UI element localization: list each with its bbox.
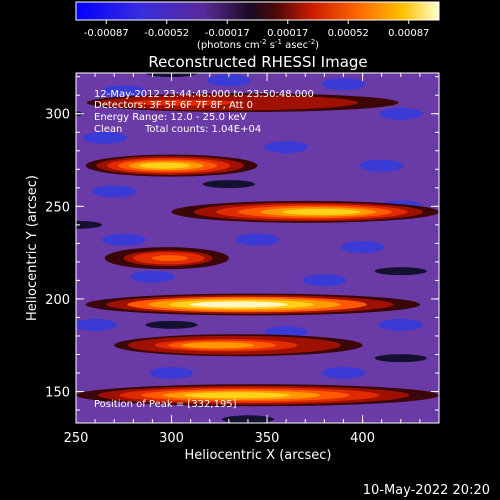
negative-region — [82, 131, 127, 144]
emission-band-level — [184, 392, 291, 399]
info-clean: Clean — [94, 124, 122, 135]
negative-region — [378, 318, 423, 331]
colorbar: -0.00087 -0.00052 -0.00017 0.00017 0.00052 0.… — [75, 1, 440, 51]
info-peak-position: Position of Peak = [332,195] — [94, 399, 237, 410]
colorbar-tick-label: 0.00087 — [388, 28, 429, 39]
y-tick-label: 250 — [45, 200, 70, 215]
colorbar-tick-label: 0.00052 — [328, 28, 369, 39]
emission-band-level — [139, 162, 190, 169]
info-total-counts: Total counts: 1.04E+04 — [144, 124, 261, 135]
x-tick-label: 350 — [255, 431, 280, 446]
heatmap-plot: 250 300 350 400 150 200 250 300 — [45, 72, 440, 446]
colorbar-tick-label: -0.00017 — [205, 28, 250, 39]
x-tick-label: 300 — [159, 431, 184, 446]
negative-region — [235, 233, 280, 246]
negative-region — [92, 185, 137, 198]
colorbar-tick-label: 0.00017 — [267, 28, 308, 39]
emission-bands — [76, 93, 439, 407]
negative-region — [340, 241, 385, 254]
y-tick-label: 150 — [45, 386, 70, 401]
info-energy-range: Energy Range: 12.0 - 25.0 keV — [94, 112, 247, 123]
negative-region — [378, 107, 423, 120]
negative-region — [101, 233, 146, 246]
plot-title: Reconstructed RHESSI Image — [148, 53, 367, 71]
emission-band-level — [282, 208, 361, 215]
background-texture — [76, 73, 427, 423]
negative-region — [149, 367, 194, 379]
plot-frame — [75, 72, 440, 424]
emission-band-level — [189, 301, 288, 308]
colorbar-ticks: -0.00087 -0.00052 -0.00017 0.00017 0.00052 0.… — [84, 20, 429, 39]
colorbar-tick-label: -0.00087 — [84, 28, 129, 39]
negative-region — [264, 141, 309, 154]
x-axis-ticks: 250 300 350 400 — [64, 73, 440, 446]
dark-region — [374, 267, 427, 276]
dark-region — [202, 180, 255, 189]
y-axis-title: Heliocentric Y (arcsec) — [25, 175, 40, 321]
negative-region — [101, 85, 146, 98]
dark-region — [374, 354, 427, 363]
emission-band-level — [130, 99, 237, 106]
emission-band-level — [152, 255, 189, 262]
colorbar-gradient — [75, 1, 440, 21]
colorbar-units: (photons cm-2 s-1 asec-2) — [197, 38, 319, 51]
negative-region — [130, 270, 175, 283]
y-tick-label: 300 — [45, 108, 70, 123]
info-time-range: 12-May-2012 23:44:48.000 to 23:50:48.000 — [94, 89, 314, 100]
emission-band-level — [181, 342, 255, 349]
negative-region — [359, 159, 404, 172]
x-tick-label: 400 — [350, 431, 375, 446]
x-axis-title: Heliocentric X (arcsec) — [185, 448, 332, 463]
x-tick-label: 250 — [64, 431, 89, 446]
dark-region — [76, 220, 102, 229]
colorbar-tick-label: -0.00052 — [144, 28, 189, 39]
negative-region — [302, 274, 347, 287]
info-detectors: Detectors: 3F 5F 6F 7F 8F, Att 0 — [94, 100, 253, 111]
footer-date: 10-May-2022 20:20 — [363, 483, 490, 498]
dark-region — [145, 320, 198, 329]
negative-region — [206, 74, 251, 87]
observation-info: 12-May-2012 23:44:48.000 to 23:50:48.000… — [94, 89, 314, 410]
y-axis-ticks: 150 200 250 300 — [45, 76, 439, 411]
negative-region — [76, 318, 118, 331]
y-tick-label: 200 — [45, 293, 70, 308]
negative-region — [321, 78, 366, 91]
negative-region — [321, 367, 366, 379]
